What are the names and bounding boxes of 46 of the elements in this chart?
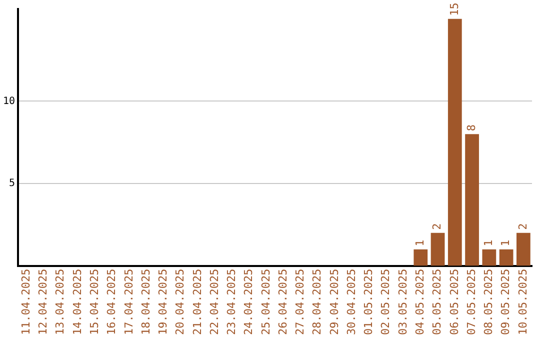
x-tick-label: 22.04.2025	[208, 268, 221, 336]
x-tick-label: 23.04.2025	[225, 268, 238, 336]
x-tick-label: 25.04.2025	[259, 268, 272, 336]
x-tick-label: 12.04.2025	[36, 268, 50, 336]
data-label: 15	[448, 2, 461, 16]
bar	[448, 18, 462, 266]
x-tick-label: 15.04.2025	[88, 268, 101, 336]
x-tick-label: 24.04.2025	[242, 268, 256, 336]
y-tick-label: 5	[9, 178, 16, 190]
x-tick-label: 06.05.2025	[448, 268, 461, 336]
x-tick-label: 27.04.2025	[294, 268, 307, 336]
data-label: 8	[464, 124, 478, 132]
y-tick-label: 10	[2, 96, 16, 107]
x-tick-label: 09.05.2025	[499, 268, 512, 336]
data-label: 1	[414, 240, 426, 246]
x-tick-label: 14.04.2025	[70, 268, 84, 336]
bar	[499, 249, 514, 266]
x-tick-label: 20.04.2025	[174, 268, 187, 336]
x-tick-label: 11.04.2025	[19, 268, 32, 336]
x-tick-label: 07.05.2025	[464, 268, 478, 336]
data-label: 1	[482, 240, 496, 246]
bar	[430, 232, 445, 266]
x-tick-label: 04.05.2025	[414, 268, 426, 336]
x-tick-label: 21.04.2025	[190, 268, 204, 336]
x-tick-label: 29.04.2025	[328, 268, 341, 336]
x-tick-label: 05.05.2025	[430, 268, 444, 336]
bar	[414, 249, 428, 266]
x-tick-label: 16.04.2025	[105, 268, 118, 336]
x-tick-label: 30.04.2025	[344, 268, 358, 336]
x-tick-label: 28.04.2025	[310, 268, 324, 336]
data-label: 1	[499, 240, 512, 246]
x-tick-label: 02.05.2025	[379, 268, 392, 336]
x-tick-label: 13.04.2025	[54, 268, 67, 336]
x-tick-label: 01.05.2025	[362, 268, 376, 336]
x-tick-label: 17.04.2025	[122, 268, 136, 336]
bar	[482, 249, 496, 266]
data-label: 2	[516, 223, 530, 230]
x-tick-label: 10.05.2025	[516, 268, 530, 336]
data-label: 2	[430, 223, 444, 230]
bar	[516, 232, 530, 266]
x-tick-label: 08.05.2025	[482, 268, 496, 336]
x-tick-label: 03.05.2025	[396, 268, 410, 336]
x-tick-label: 26.04.2025	[276, 268, 290, 336]
x-tick-label: 18.04.2025	[139, 268, 152, 336]
bar	[465, 134, 479, 266]
x-tick-label: 19.04.2025	[156, 268, 170, 336]
